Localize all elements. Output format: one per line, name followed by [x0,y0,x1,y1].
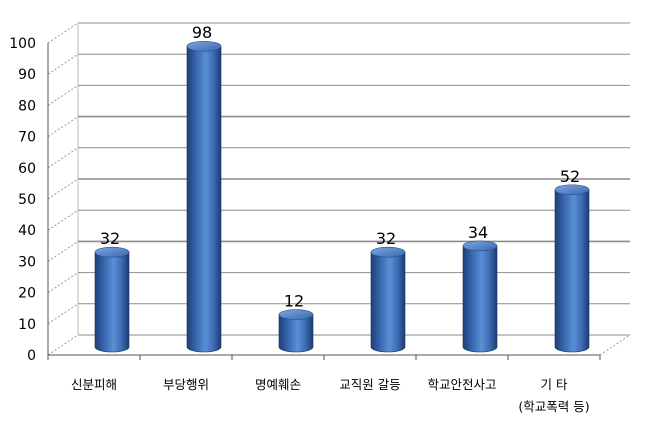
y-tick-label: 70 [18,130,36,146]
bar-top-5 [554,184,590,196]
data-label-2: 12 [284,292,304,311]
gridline-depth-50 [47,178,79,200]
bar-top-1 [186,40,222,52]
x-category-label: 부당행위 [163,377,209,392]
bar-top-3 [370,246,406,258]
bar-top-0 [94,246,130,258]
y-tick-label: 50 [18,192,36,208]
bar-0 [94,251,130,353]
data-label-4: 34 [468,223,488,242]
x-category-sublabel: (학교폭력 등) [518,399,589,414]
y-tick-label: 60 [18,161,36,177]
gridline-depth-100 [47,22,79,44]
y-tick-label: 30 [18,254,36,270]
labels: 0 10 20 30 40 50 60 70 80 90 100 32 신분피해 98 부당행위 12 명예훼손… [9,23,589,414]
gridline-depth-80 [47,84,79,106]
data-label-5: 52 [560,167,580,186]
bar-5 [554,189,590,353]
y-tick-label: 20 [18,286,36,302]
x-category-label: 명예훼손 [255,377,301,392]
y-tick-label: 10 [18,317,36,333]
bar-top-2 [278,309,314,320]
axes [47,43,631,360]
gridline-depth-0 [47,334,79,356]
y-tick-label: 0 [27,348,36,364]
gridline-depth-90 [47,53,79,75]
y-tick-label: 80 [18,98,36,114]
y-tick-label: 90 [18,67,36,83]
bars [94,40,590,353]
gridline-depth-30 [47,240,79,262]
grid [47,22,630,356]
data-label-1: 98 [192,23,212,42]
x-category-label: 신분피해 [71,377,117,392]
bar-top-4 [462,240,498,252]
gridline-depth-10 [47,303,79,325]
x-category-label: 기 타 [541,377,568,392]
bar-2 [278,314,314,353]
x-category-label: 학교안전사고 [427,377,496,392]
gridline-depth-40 [47,209,79,231]
data-label-0: 32 [100,229,120,248]
bar-4 [462,245,498,353]
gridline-depth-20 [47,272,79,294]
bar-3 [370,251,406,353]
gridline-depth-70 [47,116,79,138]
data-label-3: 32 [376,229,396,248]
y-tick-label: 100 [9,36,36,52]
x-category-label: 교직원 갈등 [339,377,400,392]
bar-1 [186,45,222,353]
floor-right-edge [599,334,631,356]
gridline-depth-60 [47,147,79,169]
y-tick-label: 40 [18,223,36,239]
